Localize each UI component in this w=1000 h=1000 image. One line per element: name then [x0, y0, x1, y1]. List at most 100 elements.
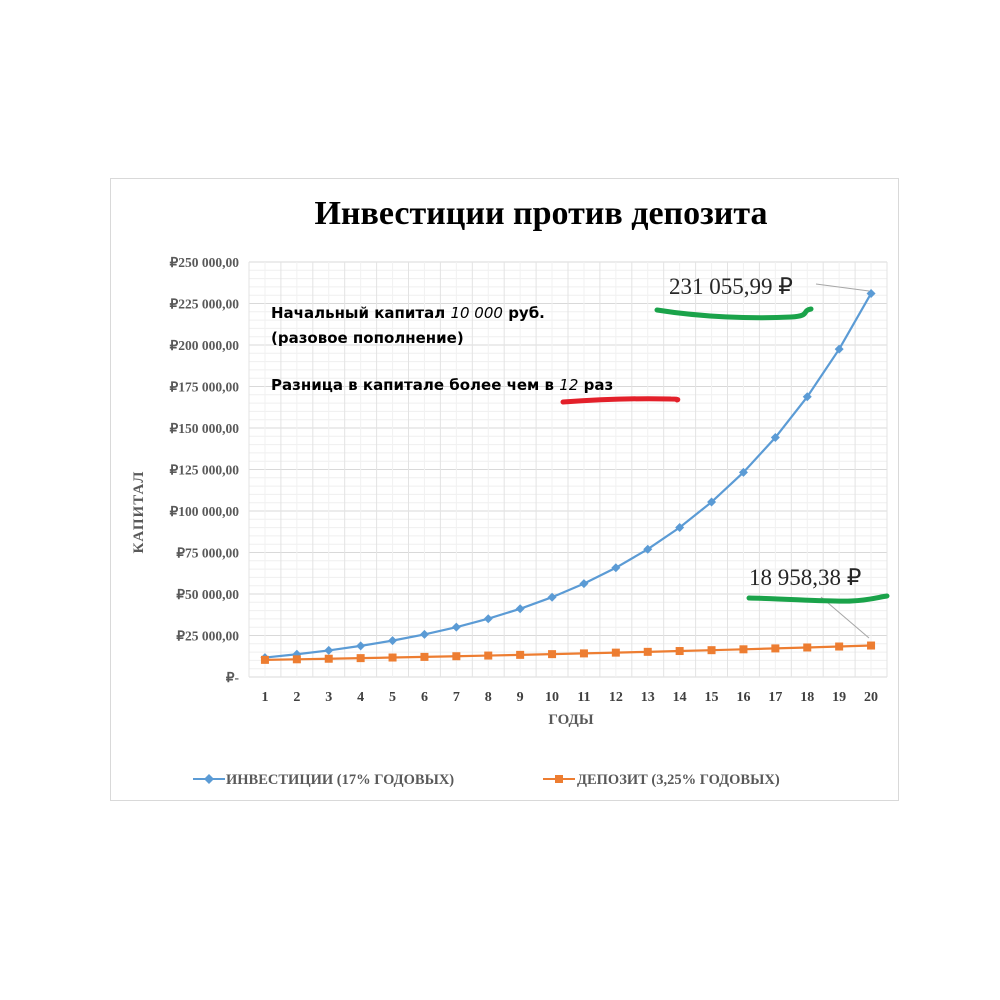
data-point-deposit [675, 647, 684, 656]
legend-deposit-marker [555, 775, 563, 783]
series-line-0 [264, 292, 873, 659]
note-difference: Разница в капитале более чем в 12 раз [271, 376, 613, 394]
x-tick-label: 4 [357, 690, 364, 705]
chart-frame: Инвестиции против депозита ₽- ₽25 000,00 ₽… [110, 178, 899, 801]
x-tick-label: 20 [864, 690, 878, 705]
data-point-invest [866, 288, 876, 298]
grid [248, 261, 888, 678]
data-point-deposit [260, 655, 269, 664]
data-point-deposit [516, 650, 525, 659]
y-tick-label: ₽25 000,00 [176, 629, 239, 644]
deposit-final-value: 18 958,38 ₽ [749, 565, 861, 590]
chart-svg: Инвестиции против депозита ₽-₽25 000,00₽… [131, 195, 890, 788]
x-tick-label: 8 [485, 690, 492, 705]
y-tick-label: ₽50 000,00 [176, 587, 239, 602]
chart-title: Инвестиции против депозита [314, 195, 767, 232]
note-initial-capital: Начальный капитал 10 000 руб. [271, 304, 545, 322]
data-point-invest [834, 344, 844, 354]
data-point-invest [643, 544, 653, 554]
x-tick-label: 18 [800, 690, 814, 705]
y-tick-label: ₽150 000,00 [170, 421, 240, 436]
data-point-deposit [611, 648, 620, 657]
series-layer [260, 288, 876, 664]
y-tick-label: ₽225 000,00 [170, 297, 240, 312]
x-axis-label: ГОДЫ [548, 712, 593, 728]
x-tick-label: 11 [577, 690, 590, 705]
data-point-invest [707, 497, 717, 507]
x-tick-label: 17 [768, 690, 782, 705]
x-tick-label: 16 [736, 690, 750, 705]
data-point-deposit [388, 653, 397, 662]
data-point-invest [419, 629, 429, 639]
data-point-deposit [292, 655, 301, 664]
note-initial-capital-amount: 10 000 [450, 304, 503, 322]
y-tick-label: ₽75 000,00 [176, 546, 239, 561]
data-point-invest [515, 604, 525, 614]
x-tick-label: 2 [293, 690, 300, 705]
legend: ИНВЕСТИЦИИ (17% ГОДОВЫХ) ДЕПОЗИТ (3,25% … [193, 772, 780, 788]
green-underline-deposit [746, 593, 890, 604]
data-point-deposit [643, 647, 652, 656]
x-tick-label: 9 [517, 690, 524, 705]
data-point-deposit [835, 642, 844, 651]
y-tick-label: ₽175 000,00 [170, 380, 240, 395]
data-point-invest [483, 614, 493, 624]
note-initial-capital-prefix: Начальный капитал [271, 304, 445, 322]
y-tick-label: ₽200 000,00 [170, 338, 240, 353]
x-axis-ticks: 1 2 3 4 5 6 7 8 9 10 11 12 13 14 15 16 17 18 19 20 [261, 690, 878, 705]
x-tick-label: 12 [609, 690, 623, 705]
legend-invest-label: ИНВЕСТИЦИИ (17% ГОДОВЫХ) [226, 772, 454, 788]
data-point-invest [738, 467, 748, 477]
red-underline-difference [560, 396, 681, 405]
x-tick-label: 6 [421, 690, 428, 705]
note-one-time-deposit: (разовое пополнение) [271, 329, 464, 347]
data-point-invest [324, 645, 334, 655]
series-line-1 [264, 644, 872, 661]
data-point-deposit [356, 654, 365, 663]
data-point-invest [356, 641, 366, 651]
legend-invest-marker [204, 774, 214, 784]
note-difference-suffix: раз [584, 376, 614, 394]
y-axis-label: КАПИТАЛ [131, 471, 147, 554]
y-tick-label: ₽100 000,00 [170, 504, 240, 519]
legend-deposit-label: ДЕПОЗИТ (3,25% ГОДОВЫХ) [577, 772, 780, 788]
data-point-invest [675, 522, 685, 532]
invest-final-value: 231 055,99 ₽ [669, 274, 793, 299]
data-point-invest [388, 636, 398, 646]
x-tick-label: 1 [261, 690, 268, 705]
data-point-deposit [803, 643, 812, 652]
deposit-callout-leader [820, 596, 870, 639]
data-point-invest [802, 392, 812, 402]
green-underline-invest [654, 306, 814, 321]
data-point-invest [547, 592, 557, 602]
note-difference-prefix: Разница в капитале более чем в [271, 376, 554, 394]
data-point-invest [770, 433, 780, 443]
note-difference-amount: 12 [559, 376, 578, 394]
data-point-invest [451, 622, 461, 632]
data-point-deposit [579, 649, 588, 658]
data-point-deposit [324, 654, 333, 663]
data-point-deposit [420, 652, 429, 661]
y-tick-label: ₽125 000,00 [170, 463, 240, 478]
x-tick-label: 13 [641, 690, 655, 705]
x-tick-label: 14 [673, 690, 687, 705]
data-point-deposit [548, 650, 557, 659]
data-point-deposit [867, 641, 876, 650]
data-point-deposit [771, 644, 780, 653]
data-point-deposit [452, 652, 461, 661]
data-point-deposit [484, 651, 493, 660]
data-point-deposit [707, 646, 716, 655]
y-tick-label: ₽- [226, 670, 239, 685]
x-tick-label: 19 [832, 690, 846, 705]
note-initial-capital-suffix: руб. [508, 304, 545, 322]
x-tick-label: 5 [389, 690, 396, 705]
data-point-invest [579, 579, 589, 589]
y-tick-label: ₽250 000,00 [170, 255, 240, 270]
x-tick-label: 3 [325, 690, 332, 705]
x-tick-label: 7 [453, 690, 460, 705]
invest-callout-leader [815, 283, 870, 292]
data-point-deposit [739, 645, 748, 654]
x-tick-label: 15 [705, 690, 719, 705]
data-point-invest [611, 563, 621, 573]
y-axis-ticks: ₽- ₽25 000,00 ₽50 000,00 ₽75 000,00 ₽100 000… [170, 255, 240, 685]
